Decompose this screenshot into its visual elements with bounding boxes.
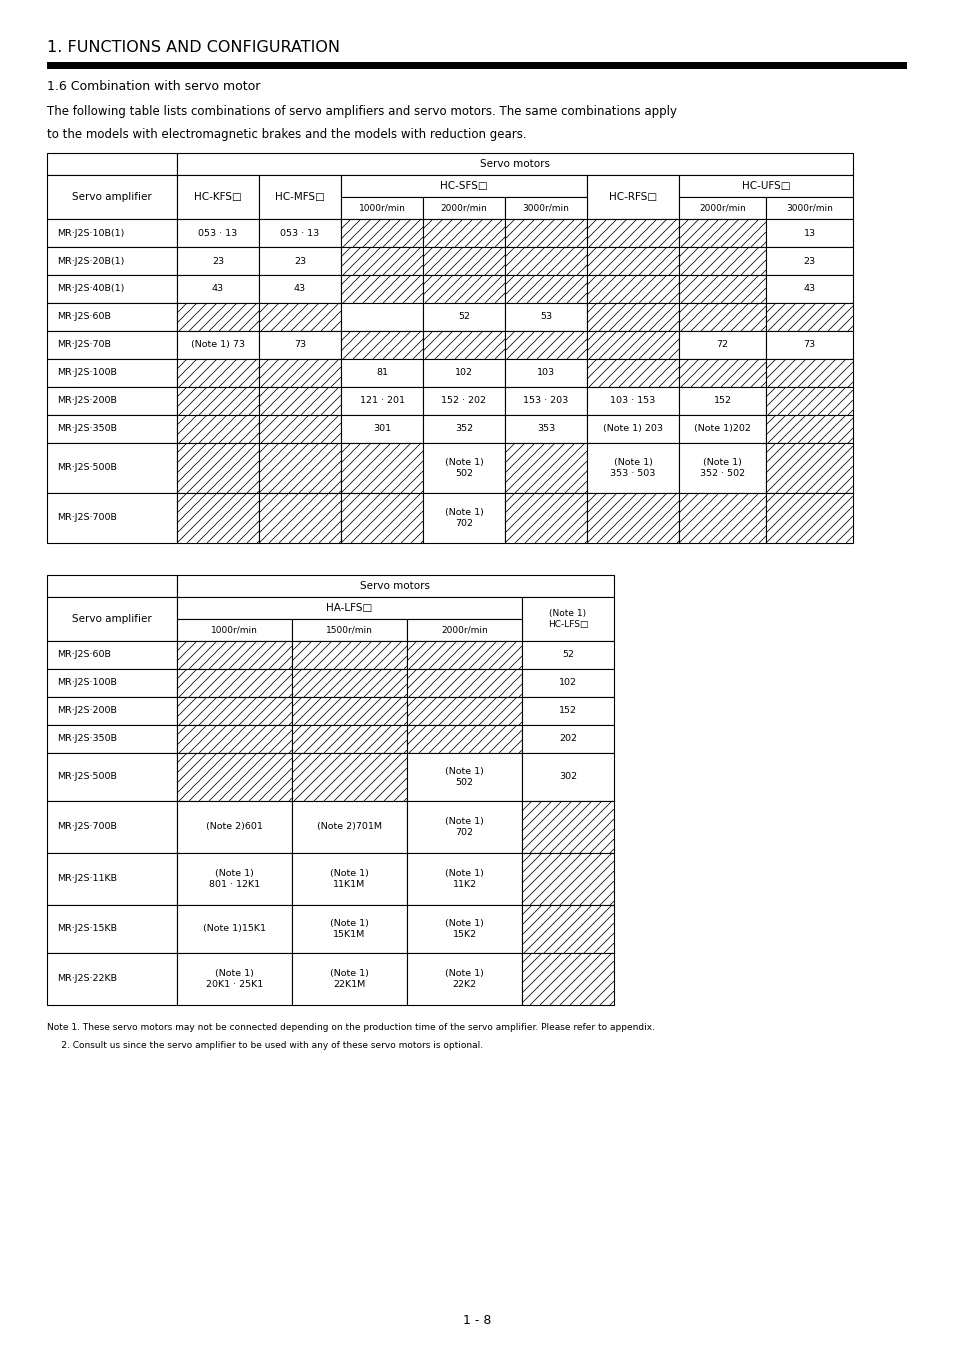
- Text: (Note 1)
352 · 502: (Note 1) 352 · 502: [700, 458, 744, 478]
- Bar: [340, 443, 422, 493]
- Bar: [340, 176, 586, 197]
- Text: MR·J2S·20B(1): MR·J2S·20B(1): [57, 256, 124, 266]
- Bar: [177, 153, 852, 176]
- Bar: [521, 597, 614, 641]
- Bar: [177, 359, 258, 387]
- Text: MR·J2S·500B: MR·J2S·500B: [57, 772, 117, 782]
- Bar: [407, 641, 521, 670]
- Text: MR·J2S·70B: MR·J2S·70B: [57, 340, 111, 350]
- Bar: [679, 414, 765, 443]
- Bar: [177, 620, 292, 641]
- Bar: [47, 953, 177, 1004]
- Bar: [177, 387, 258, 414]
- Text: (Note 1)
353 · 503: (Note 1) 353 · 503: [610, 458, 655, 478]
- Text: Servo amplifier: Servo amplifier: [72, 192, 152, 202]
- Bar: [258, 443, 340, 493]
- Bar: [679, 302, 765, 331]
- Bar: [258, 247, 340, 275]
- Bar: [407, 904, 521, 953]
- Bar: [258, 176, 340, 219]
- Bar: [586, 275, 679, 302]
- Bar: [586, 247, 679, 275]
- Text: 1.6 Combination with servo motor: 1.6 Combination with servo motor: [47, 80, 260, 93]
- Text: MR·J2S·200B: MR·J2S·200B: [57, 706, 117, 716]
- Bar: [177, 853, 292, 905]
- Bar: [679, 359, 765, 387]
- Bar: [292, 725, 407, 753]
- Bar: [47, 414, 177, 443]
- Text: 23: 23: [294, 256, 306, 266]
- Text: HC-UFS□: HC-UFS□: [741, 181, 789, 190]
- Bar: [340, 359, 422, 387]
- Text: HC-KFS□: HC-KFS□: [193, 192, 242, 202]
- Bar: [177, 331, 258, 359]
- Text: 1000r/min: 1000r/min: [211, 625, 257, 634]
- Bar: [292, 853, 407, 905]
- Bar: [47, 493, 177, 543]
- Text: 43: 43: [802, 285, 815, 293]
- Bar: [521, 953, 614, 1004]
- Text: MR·J2S·100B: MR·J2S·100B: [57, 679, 117, 687]
- Bar: [177, 697, 292, 725]
- Bar: [679, 247, 765, 275]
- Bar: [765, 247, 852, 275]
- Text: (Note 1)
15K1M: (Note 1) 15K1M: [330, 919, 369, 938]
- Bar: [586, 443, 679, 493]
- Bar: [422, 493, 504, 543]
- Bar: [765, 302, 852, 331]
- Bar: [47, 904, 177, 953]
- Bar: [177, 493, 258, 543]
- Text: 23: 23: [802, 256, 815, 266]
- Text: 353: 353: [537, 424, 555, 433]
- Bar: [521, 641, 614, 670]
- Text: 43: 43: [212, 285, 224, 293]
- Bar: [177, 575, 614, 597]
- Text: MR·J2S·700B: MR·J2S·700B: [57, 822, 117, 832]
- Bar: [586, 331, 679, 359]
- Text: 52: 52: [457, 312, 470, 321]
- Bar: [340, 219, 422, 247]
- Bar: [47, 176, 177, 219]
- Bar: [258, 359, 340, 387]
- Bar: [407, 670, 521, 697]
- Bar: [47, 331, 177, 359]
- Text: 102: 102: [558, 679, 577, 687]
- Text: HA-LFS□: HA-LFS□: [326, 603, 373, 613]
- Bar: [765, 331, 852, 359]
- Bar: [504, 387, 586, 414]
- Text: MR·J2S·10B(1): MR·J2S·10B(1): [57, 228, 124, 238]
- Text: 43: 43: [294, 285, 306, 293]
- Bar: [47, 801, 177, 853]
- Text: (Note 1)
15K2: (Note 1) 15K2: [445, 919, 483, 938]
- Bar: [679, 219, 765, 247]
- Bar: [258, 493, 340, 543]
- Bar: [292, 697, 407, 725]
- Bar: [504, 331, 586, 359]
- Text: 1 - 8: 1 - 8: [462, 1314, 491, 1327]
- Bar: [407, 853, 521, 905]
- Bar: [47, 359, 177, 387]
- Bar: [292, 753, 407, 801]
- Bar: [586, 493, 679, 543]
- Text: 81: 81: [375, 369, 388, 378]
- Text: 352: 352: [455, 424, 473, 433]
- Bar: [47, 219, 177, 247]
- Text: 3000r/min: 3000r/min: [785, 204, 832, 212]
- Text: MR·J2S·60B: MR·J2S·60B: [57, 312, 111, 321]
- Bar: [765, 443, 852, 493]
- Text: 152 · 202: 152 · 202: [441, 397, 486, 405]
- Bar: [47, 275, 177, 302]
- Text: 053 · 13: 053 · 13: [280, 228, 319, 238]
- Bar: [679, 176, 852, 197]
- Bar: [765, 197, 852, 219]
- Bar: [47, 725, 177, 753]
- Bar: [177, 725, 292, 753]
- Bar: [177, 904, 292, 953]
- Bar: [47, 753, 177, 801]
- Text: (Note 1)
801 · 12K1: (Note 1) 801 · 12K1: [209, 869, 260, 888]
- Bar: [765, 493, 852, 543]
- Text: MR·J2S·700B: MR·J2S·700B: [57, 513, 117, 522]
- Text: (Note 1)
22K1M: (Note 1) 22K1M: [330, 969, 369, 988]
- Text: 103: 103: [537, 369, 555, 378]
- Bar: [47, 247, 177, 275]
